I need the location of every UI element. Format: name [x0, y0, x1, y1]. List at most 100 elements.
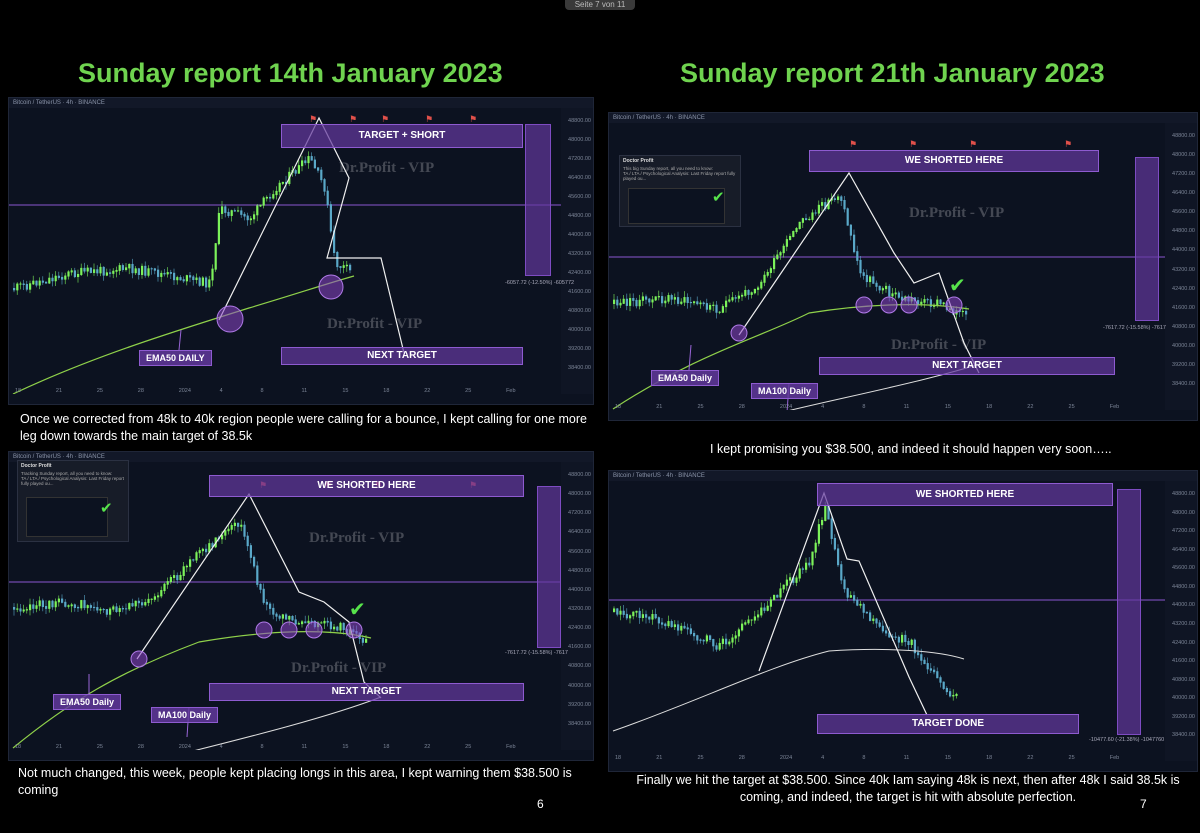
axis-tick: 45600.00 [1172, 565, 1195, 572]
telegram-inset: Doctor Profit Tracking Sunday report, al… [17, 460, 129, 542]
svg-text:28: 28 [739, 404, 745, 410]
svg-text:21: 21 [56, 744, 62, 750]
svg-text:15: 15 [342, 388, 348, 394]
report-title-right: Sunday report 21th January 2023 [680, 58, 1105, 88]
axis-tick: 46400.00 [568, 175, 591, 181]
caption-4: Finally we hit the target at $38.500. Si… [636, 773, 1180, 804]
axis-tick: 48800.00 [568, 472, 591, 478]
axis-tick: 44000.00 [568, 586, 591, 593]
range-label: -7617.72 (-15.58%) -7617 [505, 650, 568, 656]
we-shorted-here-box: WE SHORTED HERE [209, 475, 524, 497]
ema50-label: EMA50 Daily [53, 694, 122, 710]
svg-text:Feb: Feb [506, 744, 515, 750]
svg-text:18: 18 [383, 744, 389, 750]
svg-text:21: 21 [656, 755, 662, 761]
svg-text:8: 8 [862, 755, 865, 761]
axis-tick: 46400.00 [1172, 190, 1195, 197]
axis-tick: 44800.00 [1172, 583, 1195, 590]
svg-text:4: 4 [220, 744, 223, 750]
axis-tick: 45600.00 [1172, 209, 1195, 216]
svg-text:18: 18 [615, 755, 621, 761]
axis-tick: 41600.00 [568, 644, 591, 651]
axis-tick: 44800.00 [1172, 228, 1195, 235]
inset-chart [26, 497, 108, 537]
svg-text:⚑: ⚑ [849, 139, 857, 149]
inset-line: Tracking Sunday report, all you need to … [21, 471, 113, 476]
ma100-label: MA100 Daily [751, 383, 819, 399]
axis-tick: 44000.00 [568, 232, 591, 238]
axis-tick: 43200.00 [1172, 266, 1195, 273]
axis-tick: 40000.00 [568, 682, 591, 689]
axis-tick: 47200.00 [568, 156, 591, 162]
price-axis: 48800.00 48000.00 47200.00 46400.00 45600.00… [1165, 481, 1197, 761]
svg-text:⚑: ⚑ [425, 114, 433, 124]
axis-tick: 47200.00 [1172, 528, 1195, 535]
axis-tick: 38400.00 [1172, 380, 1195, 387]
ema50-label: EMA50 Daily [651, 370, 720, 386]
svg-text:25: 25 [1069, 404, 1075, 410]
svg-text:28: 28 [138, 744, 144, 750]
svg-text:4: 4 [821, 404, 824, 410]
svg-text:2024: 2024 [780, 755, 792, 761]
axis-tick: 44800.00 [568, 567, 591, 574]
caption-1: Once we corrected from 48k to 40k region… [20, 412, 587, 443]
svg-text:8: 8 [862, 404, 865, 410]
caption-3: Not much changed, this week, people kept… [18, 766, 572, 797]
svg-text:⚑: ⚑ [909, 139, 917, 149]
check-icon: ✔ [712, 189, 725, 206]
axis-tick: 41600.00 [1172, 658, 1195, 665]
svg-text:4: 4 [220, 388, 223, 394]
chart-panel-4: Bitcoin / TetherUS · 4h · BINANCE 18 21 25… [608, 470, 1198, 772]
svg-text:4: 4 [821, 755, 824, 761]
svg-text:18: 18 [15, 388, 21, 394]
axis-tick: 41600.00 [568, 289, 591, 295]
svg-text:8: 8 [261, 744, 264, 750]
chart-panel-2: Bitcoin / TetherUS · 4h · BINANCE ⚑ ⚑ ⚑ ⚑ 18… [608, 112, 1198, 421]
axis-tick: 43200.00 [1172, 621, 1195, 627]
price-axis: 48800.00 48000.00 47200.00 46400.00 45600.00… [561, 108, 593, 394]
watermark: Dr.Profit - VIP [291, 660, 387, 676]
axis-tick: 43200.00 [568, 606, 591, 612]
svg-text:15: 15 [945, 755, 951, 761]
axis-tick: 48800.00 [1172, 133, 1195, 139]
chart-panel-1: Bitcoin / TetherUS · 4h · BINANCE ⚑ ⚑ ⚑ ⚑ ⚑ 1… [8, 97, 594, 405]
svg-text:25: 25 [697, 404, 703, 410]
inset-header: Doctor Profit [623, 158, 654, 164]
svg-text:2024: 2024 [179, 744, 191, 750]
axis-tick: 40000.00 [1172, 342, 1195, 349]
page-number-left: 6 [537, 797, 544, 811]
range-label: -7617.72 (-15.58%) -7617 [1103, 325, 1166, 331]
axis-tick: 40000.00 [568, 327, 591, 333]
axis-tick: 38400.00 [568, 365, 591, 371]
axis-tick: 40800.00 [1172, 676, 1195, 683]
svg-text:18: 18 [986, 404, 992, 410]
svg-text:⚑: ⚑ [349, 114, 357, 124]
svg-text:Feb: Feb [1110, 755, 1119, 761]
watermark: Dr.Profit - VIP [327, 316, 423, 332]
svg-text:⚑: ⚑ [469, 114, 477, 124]
svg-text:Feb: Feb [1110, 404, 1119, 410]
axis-tick: 41600.00 [1172, 304, 1195, 311]
axis-tick: 43200.00 [568, 251, 591, 257]
inset-line: TA / LTA / Psychological Analysis: Last … [623, 171, 736, 181]
next-target-box: NEXT TARGET [209, 683, 524, 701]
svg-text:8: 8 [261, 388, 264, 394]
price-chart-1: ⚑ ⚑ ⚑ ⚑ ⚑ 18 21 25 28 2024 4 8 11 15 18 22 25 Feb [9, 114, 561, 394]
chart-toolbar: Bitcoin / TetherUS · 4h · BINANCE [609, 471, 1197, 481]
range-label: -6057.72 (-12.50%) -605772 [505, 280, 575, 286]
we-shorted-here-box: WE SHORTED HERE [809, 150, 1099, 172]
we-shorted-here-box: WE SHORTED HERE [817, 483, 1113, 506]
svg-text:⚑: ⚑ [309, 114, 317, 124]
svg-text:25: 25 [1069, 755, 1075, 761]
axis-tick: 48800.00 [568, 118, 591, 124]
axis-tick: 40000.00 [1172, 695, 1195, 702]
axis-tick: 45600.00 [568, 194, 591, 200]
svg-text:⚑: ⚑ [381, 114, 389, 124]
svg-text:18: 18 [986, 755, 992, 761]
axis-tick: 40800.00 [1172, 323, 1195, 330]
axis-tick: 44800.00 [568, 213, 591, 219]
svg-text:25: 25 [697, 755, 703, 761]
range-bar [1135, 157, 1159, 321]
svg-text:25: 25 [465, 388, 471, 394]
